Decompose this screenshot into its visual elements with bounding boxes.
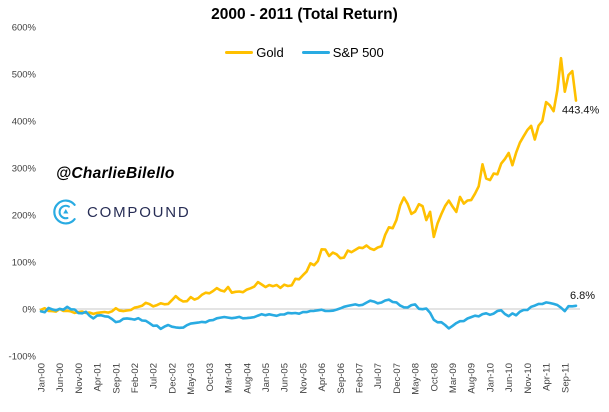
series-line-s-p-500-end-label: 6.8% [570, 290, 595, 302]
x-axis-tick-label: Jul-02 [149, 363, 160, 389]
x-axis-tick-label: Dec-02 [167, 363, 178, 394]
x-axis-tick-label: Nov-05 [298, 363, 309, 394]
y-axis-tick-label: -100% [9, 352, 37, 363]
legend-label-gold: Gold [256, 45, 284, 60]
x-axis-tick-label: Dec-07 [392, 363, 403, 394]
x-axis-tick-label: Feb-02 [130, 363, 141, 393]
compound-logo: COMPOUND [52, 198, 191, 226]
x-axis-tick-label: May-08 [411, 363, 422, 395]
legend-item-sp500: S&P 500 [301, 45, 384, 60]
x-axis-tick-label: Apr-01 [93, 363, 104, 392]
x-axis-tick-label: Jun-05 [280, 363, 291, 392]
series-line-gold-end-label: 443.4% [562, 105, 600, 117]
x-axis-tick-label: Mar-09 [448, 363, 459, 393]
x-axis-tick-label: Sep-06 [336, 363, 347, 394]
x-axis-tick-label: Apr-11 [542, 363, 553, 391]
y-axis-tick-label: 200% [12, 211, 37, 222]
x-axis-tick-label: Feb-07 [355, 363, 366, 393]
x-axis-tick-label: Mar-04 [224, 363, 235, 393]
x-axis-tick-label: Nov-10 [523, 363, 534, 394]
y-axis-tick-label: 100% [12, 258, 37, 269]
gold-line-swatch [225, 50, 254, 55]
compound-arcs-icon [53, 199, 76, 225]
series-line-gold [39, 56, 578, 316]
legend-label-sp500: S&P 500 [332, 45, 384, 60]
y-axis-tick-label: 0% [22, 305, 36, 316]
x-axis-tick-label: Apr-06 [317, 363, 328, 392]
y-axis-tick-label: 300% [12, 164, 37, 175]
x-axis-tick-label: Jun-00 [55, 363, 66, 392]
y-axis-tick-label: 400% [12, 117, 37, 128]
sp500-line-swatch [301, 50, 330, 55]
x-axis-tick-label: Jan-10 [485, 363, 496, 392]
compound-logo-text: COMPOUND [87, 203, 191, 221]
x-axis-tick-label: Oct-03 [205, 363, 216, 392]
legend-item-gold: Gold [225, 45, 284, 60]
x-axis-tick-label: Sep-11 [560, 363, 571, 393]
x-axis-tick-label: Aug-09 [467, 363, 478, 394]
x-axis-tick-label: Oct-08 [429, 363, 440, 392]
chart-legend: Gold S&P 500 [0, 45, 609, 60]
chart-title: 2000 - 2011 (Total Return) [211, 6, 398, 23]
y-axis-tick-label: 600% [12, 23, 37, 34]
x-axis-tick-label: Jun-10 [504, 363, 515, 392]
author-watermark: @CharlieBilello [56, 165, 175, 182]
x-axis-tick-label: Jan-05 [261, 363, 272, 392]
x-axis-tick-label: Nov-00 [74, 363, 85, 394]
x-axis-tick-label: Jul-07 [373, 363, 384, 389]
series-line-s-p-500 [39, 298, 578, 331]
x-axis-tick-label: May-03 [186, 363, 197, 395]
x-axis-tick-label: Sep-01 [111, 363, 122, 394]
x-axis-tick-label: Jan-00 [37, 363, 48, 392]
y-axis-tick-label: 500% [12, 70, 37, 81]
x-axis-tick-label: Aug-04 [242, 363, 253, 394]
